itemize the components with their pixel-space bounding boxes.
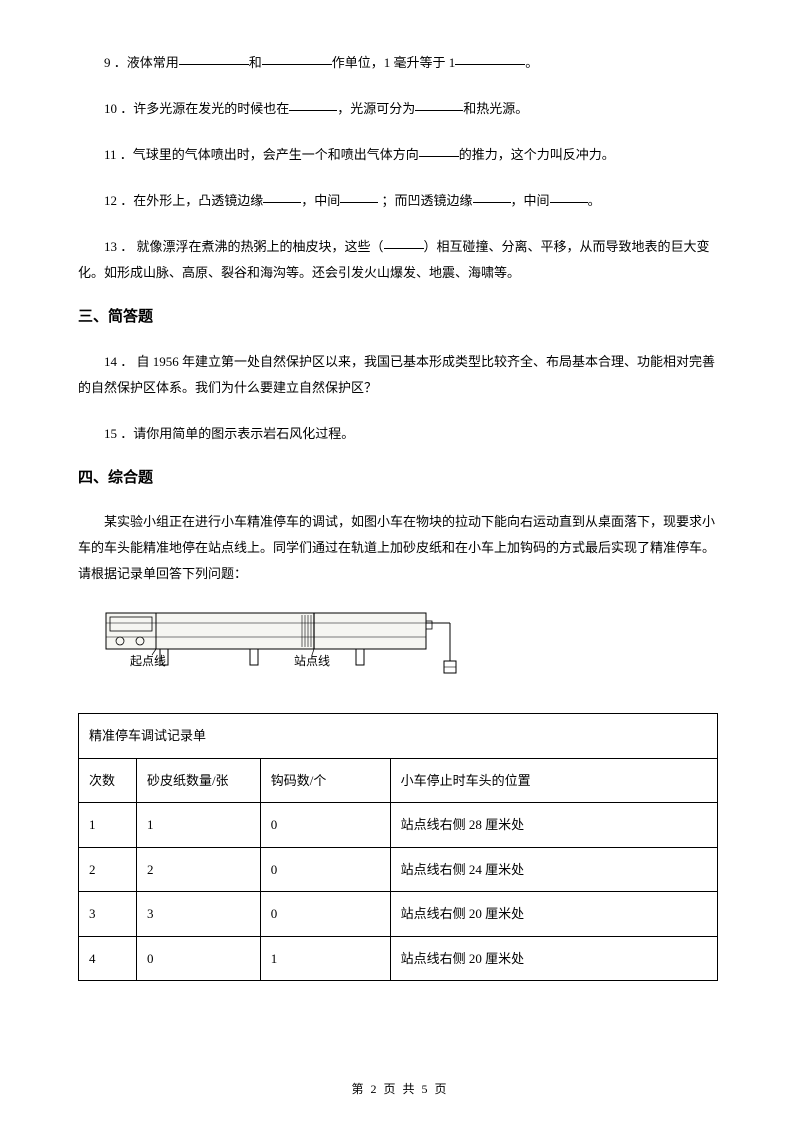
q12-num: 12 <box>104 193 117 208</box>
cell: 4 <box>79 936 137 981</box>
question-14: 14 ． 自 1956 年建立第一处自然保护区以来，我国已基本形成类型比较齐全、… <box>78 349 722 401</box>
table-row: 2 2 0 站点线右侧 24 厘米处 <box>79 847 718 892</box>
q12-mid1: ，中间 <box>301 193 340 208</box>
q10-blank2 <box>415 98 463 111</box>
q9-blank3 <box>455 52 525 65</box>
cell: 站点线右侧 20 厘米处 <box>390 892 717 937</box>
q10-end: 和热光源。 <box>463 101 528 116</box>
q12-blank2 <box>340 190 378 203</box>
q13-pre: ． 就像漂浮在煮沸的热粥上的柚皮块，这些（ <box>120 239 383 254</box>
question-15: 15 ．请你用简单的图示表示岩石风化过程。 <box>78 421 722 447</box>
q10-blank1 <box>289 98 337 111</box>
q11-num: 11 <box>104 147 117 162</box>
cell: 0 <box>260 847 390 892</box>
section3-title: 三、简答题 <box>78 306 722 329</box>
cell: 1 <box>79 803 137 848</box>
th-0: 次数 <box>79 758 137 803</box>
q9-end: 。 <box>525 55 538 70</box>
q9-mid1: 和 <box>249 55 262 70</box>
cell: 3 <box>136 892 260 937</box>
experiment-diagram: 起点线 站点线 <box>100 607 722 699</box>
section4-intro: 某实验小组正在进行小车精准停车的调试，如图小车在物块的拉动下能向右运动直到从桌面… <box>78 509 722 587</box>
q11-end: 的推力，这个力叫反冲力。 <box>459 147 615 162</box>
cell: 1 <box>136 803 260 848</box>
cell: 站点线右侧 24 厘米处 <box>390 847 717 892</box>
q13-blank <box>384 236 424 249</box>
q12-pre: ．在外形上，凸透镜边缘 <box>120 193 263 208</box>
page-footer: 第 2 页 共 5 页 <box>0 1080 800 1098</box>
q9-blank2 <box>262 52 332 65</box>
question-9: 9 ．液体常用 和 作单位，1 毫升等于 1 。 <box>78 50 722 76</box>
q13-line2: 化。如形成山脉、高原、裂谷和海沟等。还会引发火山爆发、地震、海啸等。 <box>78 265 520 280</box>
cell: 1 <box>260 936 390 981</box>
cell: 0 <box>136 936 260 981</box>
q12-mid2: ；而凹透镜边缘 <box>378 193 472 208</box>
q9-mid2: 作单位，1 毫升等于 1 <box>332 55 456 70</box>
q12-mid3: ，中间 <box>511 193 550 208</box>
q11-blank <box>419 144 459 157</box>
table-header-row: 次数 砂皮纸数量/张 钩码数/个 小车停止时车头的位置 <box>79 758 718 803</box>
q12-blank4 <box>550 190 588 203</box>
q12-blank3 <box>473 190 511 203</box>
table-row: 1 1 0 站点线右侧 28 厘米处 <box>79 803 718 848</box>
cell: 0 <box>260 803 390 848</box>
table-row: 3 3 0 站点线右侧 20 厘米处 <box>79 892 718 937</box>
q9-blank1 <box>179 52 249 65</box>
q10-num: 10 <box>104 101 117 116</box>
q12-blank1 <box>263 190 301 203</box>
th-3: 小车停止时车头的位置 <box>390 758 717 803</box>
question-10: 10 ．许多光源在发光的时候也在 ，光源可分为 和热光源。 <box>78 96 722 122</box>
th-2: 钩码数/个 <box>260 758 390 803</box>
q10-mid1: ，光源可分为 <box>337 101 415 116</box>
cell: 站点线右侧 20 厘米处 <box>390 936 717 981</box>
question-12: 12 ．在外形上，凸透镜边缘 ，中间 ；而凹透镜边缘 ，中间 。 <box>78 188 722 214</box>
cell: 2 <box>136 847 260 892</box>
cell: 站点线右侧 28 厘米处 <box>390 803 717 848</box>
q10-pre: ．许多光源在发光的时候也在 <box>120 101 289 116</box>
cell: 3 <box>79 892 137 937</box>
q13-mid: ）相互碰撞、分离、平移，从而导致地表的巨大变 <box>424 239 710 254</box>
q13-num: 13 <box>104 239 117 254</box>
cell: 0 <box>260 892 390 937</box>
question-11: 11 ．气球里的气体喷出时，会产生一个和喷出气体方向 的推力，这个力叫反冲力。 <box>78 142 722 168</box>
diagram-label-start: 起点线 <box>130 654 166 668</box>
table-title-row: 精准停车调试记录单 <box>79 714 718 759</box>
record-table: 精准停车调试记录单 次数 砂皮纸数量/张 钩码数/个 小车停止时车头的位置 1 … <box>78 713 718 981</box>
diagram-label-station: 站点线 <box>294 654 330 668</box>
q9-pre: ．液体常用 <box>114 55 179 70</box>
section4-title: 四、综合题 <box>78 467 722 490</box>
table-title: 精准停车调试记录单 <box>79 714 718 759</box>
cell: 2 <box>79 847 137 892</box>
q9-num: 9 <box>104 55 111 70</box>
q12-end: 。 <box>588 193 601 208</box>
q11-pre: ．气球里的气体喷出时，会产生一个和喷出气体方向 <box>120 147 419 162</box>
table-row: 4 0 1 站点线右侧 20 厘米处 <box>79 936 718 981</box>
question-13: 13 ． 就像漂浮在煮沸的热粥上的柚皮块，这些（ ）相互碰撞、分离、平移，从而导致… <box>78 234 722 286</box>
th-1: 砂皮纸数量/张 <box>136 758 260 803</box>
